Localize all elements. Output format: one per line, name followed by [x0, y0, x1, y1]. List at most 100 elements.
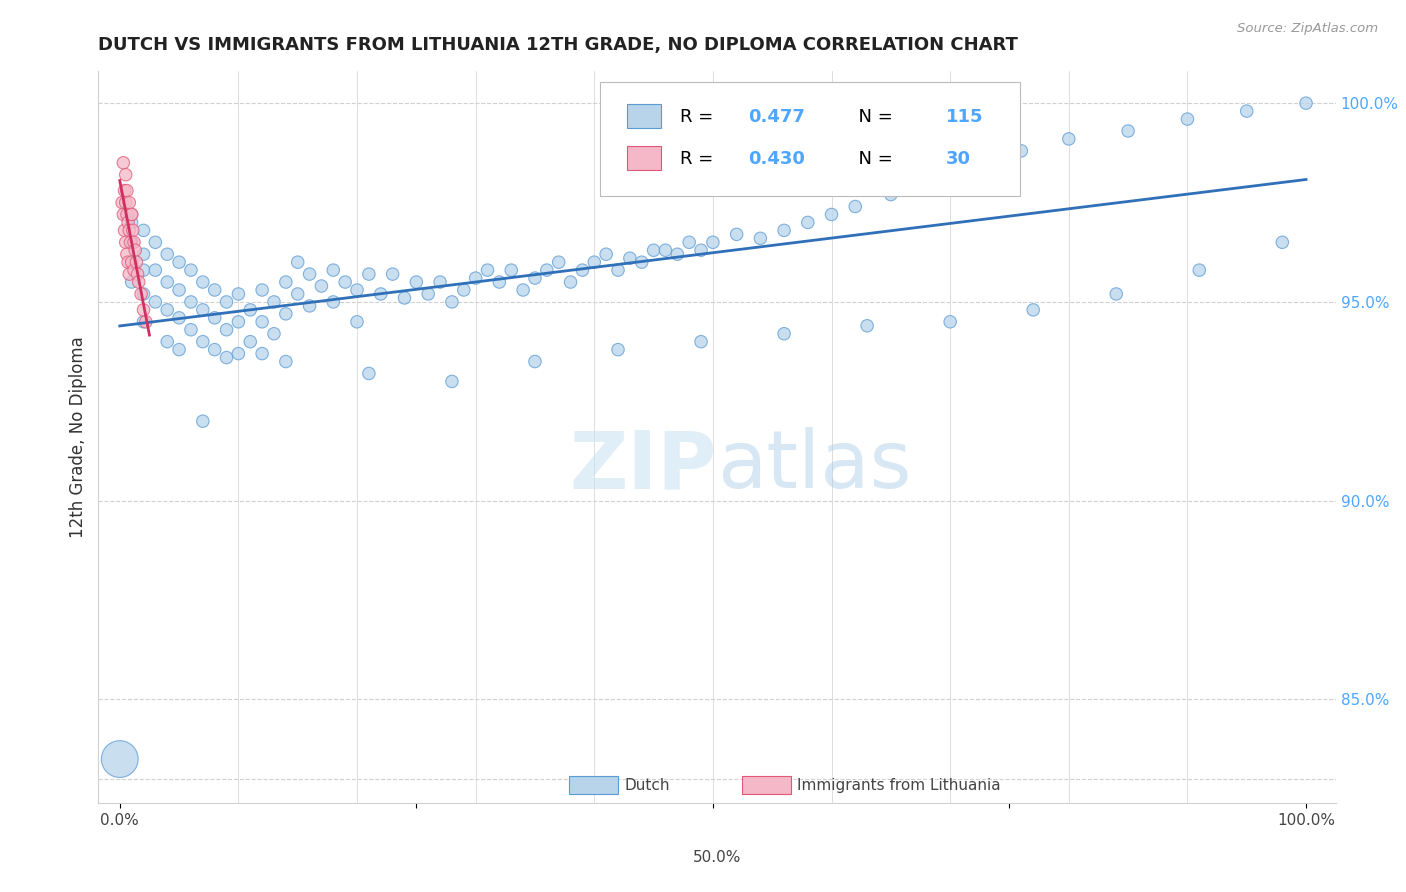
Point — [114, 223, 136, 237]
Point — [346, 283, 368, 297]
Point — [114, 184, 136, 198]
FancyBboxPatch shape — [568, 776, 619, 794]
Point — [250, 346, 273, 360]
Point — [132, 223, 155, 237]
Point — [820, 207, 842, 221]
Point — [488, 275, 510, 289]
Point — [167, 255, 190, 269]
Point — [690, 334, 713, 349]
Text: Dutch: Dutch — [624, 778, 669, 793]
Point — [666, 247, 689, 261]
Text: 30: 30 — [946, 150, 972, 168]
Point — [263, 326, 285, 341]
Point — [298, 267, 321, 281]
Point — [115, 184, 138, 198]
Point — [191, 414, 214, 428]
Point — [749, 231, 772, 245]
Point — [167, 310, 190, 325]
Point — [250, 283, 273, 297]
Point — [405, 275, 427, 289]
FancyBboxPatch shape — [627, 145, 661, 170]
Point — [274, 307, 297, 321]
Point — [121, 255, 143, 269]
Point — [124, 244, 146, 258]
Point — [880, 187, 903, 202]
Point — [156, 334, 179, 349]
Point — [939, 168, 962, 182]
Point — [939, 315, 962, 329]
Point — [167, 343, 190, 357]
Point — [121, 255, 143, 269]
Point — [298, 299, 321, 313]
Point — [156, 302, 179, 317]
Point — [274, 275, 297, 289]
Point — [429, 275, 451, 289]
Point — [112, 156, 135, 170]
Text: atlas: atlas — [717, 427, 911, 506]
Point — [678, 235, 700, 250]
Y-axis label: 12th Grade, No Diploma: 12th Grade, No Diploma — [69, 336, 87, 538]
Point — [129, 287, 152, 301]
Point — [180, 294, 202, 309]
Point — [108, 752, 131, 766]
Point — [111, 195, 134, 210]
Point — [477, 263, 499, 277]
Text: R =: R = — [681, 150, 718, 168]
Point — [619, 251, 641, 265]
Point — [121, 275, 143, 289]
Point — [322, 263, 344, 277]
Point — [1057, 132, 1080, 146]
Text: 115: 115 — [946, 109, 983, 127]
Point — [191, 334, 214, 349]
Point — [536, 263, 558, 277]
Point — [560, 275, 582, 289]
Point — [381, 267, 404, 281]
Point — [167, 283, 190, 297]
Point — [974, 156, 997, 170]
Point — [239, 302, 262, 317]
Point — [115, 247, 138, 261]
Point — [440, 375, 463, 389]
Point — [135, 315, 157, 329]
FancyBboxPatch shape — [599, 82, 1021, 195]
Point — [773, 223, 796, 237]
Point — [357, 267, 380, 281]
Point — [1116, 124, 1139, 138]
Point — [440, 294, 463, 309]
Text: ZIP: ZIP — [569, 427, 717, 506]
Point — [143, 294, 166, 309]
Point — [118, 267, 141, 281]
Point — [117, 215, 139, 229]
Point — [215, 294, 238, 309]
Point — [132, 287, 155, 301]
Point — [127, 267, 149, 281]
Point — [215, 351, 238, 365]
Point — [1022, 302, 1045, 317]
Point — [453, 283, 475, 297]
Point — [464, 271, 486, 285]
Text: N =: N = — [846, 109, 898, 127]
Point — [654, 244, 676, 258]
Point — [311, 279, 333, 293]
Point — [121, 207, 143, 221]
Point — [274, 354, 297, 368]
Point — [132, 315, 155, 329]
Point — [501, 263, 523, 277]
Point — [180, 323, 202, 337]
Point — [156, 247, 179, 261]
Text: N =: N = — [846, 150, 898, 168]
Point — [630, 255, 652, 269]
Point — [143, 235, 166, 250]
Text: 0.430: 0.430 — [748, 150, 804, 168]
Point — [346, 315, 368, 329]
Point — [725, 227, 748, 242]
Point — [122, 263, 145, 277]
FancyBboxPatch shape — [742, 776, 792, 794]
Point — [1295, 96, 1317, 111]
Point — [118, 195, 141, 210]
Point — [122, 235, 145, 250]
Point — [287, 255, 309, 269]
FancyBboxPatch shape — [627, 103, 661, 128]
Point — [844, 200, 866, 214]
Point — [115, 207, 138, 221]
